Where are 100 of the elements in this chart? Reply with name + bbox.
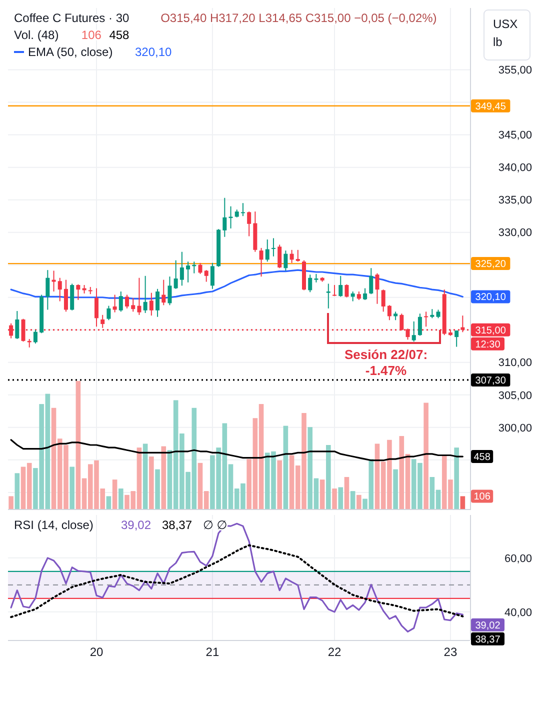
bar — [338, 487, 344, 509]
candlestick — [94, 288, 98, 328]
candlestick — [52, 270, 56, 292]
chart-title: RSI (14, close) — [14, 518, 94, 532]
candlestick — [296, 249, 300, 262]
x-tick-label: 21 — [206, 645, 220, 659]
y-tick-label: 345,00 — [498, 130, 532, 142]
candlestick — [76, 284, 80, 300]
bar — [320, 480, 325, 509]
bar — [149, 456, 154, 509]
candlestick — [332, 284, 337, 297]
candlestick — [106, 305, 111, 321]
y-tick-label: 330,00 — [498, 227, 532, 240]
candlestick — [344, 284, 349, 298]
candlestick — [33, 329, 38, 344]
annotation: Sesión 22/07: -1.47% — [344, 347, 428, 378]
bar — [454, 448, 459, 509]
candlestick — [162, 279, 166, 306]
bar — [332, 488, 337, 509]
ref-line-label: 349,45 — [475, 101, 506, 112]
candlestick — [259, 247, 264, 278]
candlestick — [430, 308, 434, 319]
bar — [112, 480, 118, 509]
candlestick — [350, 291, 355, 302]
data-label: 39,02 — [475, 620, 501, 632]
bar — [350, 491, 356, 509]
text: 458 — [474, 452, 491, 464]
y-tick-label: 305,00 — [498, 390, 532, 402]
bar — [70, 466, 74, 509]
y-tick-label: 300,00 — [498, 422, 532, 434]
candlestick — [222, 197, 227, 238]
y-axis-title: USX lb — [493, 17, 522, 49]
chart-subtitle: O315,40 H317,20 L314,65 C315,00 −0,05 (−0,02%) — [160, 11, 437, 25]
y-tick-label: 310,00 — [498, 357, 532, 370]
bar — [161, 446, 166, 509]
candlestick — [15, 310, 20, 340]
candlestick — [308, 274, 312, 293]
y-tick-label: 60,00 — [504, 552, 532, 565]
ref-line-label: 307,30 — [475, 375, 506, 386]
candlestick — [137, 277, 142, 316]
candlestick — [284, 250, 288, 272]
bar — [277, 460, 282, 509]
candlestick — [454, 330, 459, 348]
candlestick — [168, 276, 172, 306]
ref-line-label: 315,00 — [475, 325, 506, 336]
candlestick — [228, 206, 233, 229]
candlestick — [369, 268, 374, 295]
candlestick — [143, 275, 148, 314]
candlestick — [180, 251, 184, 286]
text: 106 — [474, 492, 491, 503]
candlestick — [381, 289, 386, 312]
candlestick — [326, 283, 330, 309]
bar — [8, 496, 14, 509]
bar — [326, 445, 331, 509]
text: 320,10 — [135, 45, 172, 59]
candlestick — [338, 275, 343, 298]
candlestick — [198, 262, 202, 274]
candlestick — [174, 260, 178, 290]
candlestick — [156, 288, 160, 318]
candlestick — [112, 294, 117, 313]
y-tick-label: 335,00 — [498, 194, 532, 207]
candlestick — [58, 277, 62, 302]
candlestick — [204, 270, 208, 282]
text: 458 — [109, 28, 130, 42]
candlestick — [271, 238, 276, 257]
candlestick — [387, 304, 392, 321]
bar — [460, 496, 466, 509]
candlestick — [424, 311, 428, 328]
text: 106 — [81, 28, 102, 42]
candlestick — [412, 320, 416, 342]
candlestick — [363, 288, 368, 300]
y-tick-label: 355,00 — [498, 64, 532, 77]
bar — [356, 494, 362, 509]
legend-label: EMA (50, close) — [28, 45, 113, 59]
annotation: ∅ ∅ — [203, 518, 228, 532]
y-tick-label: 40,00 — [504, 606, 532, 619]
bar — [118, 488, 124, 509]
candlestick — [118, 291, 123, 312]
candlestick — [265, 238, 270, 262]
x-tick-label: 22 — [328, 645, 342, 659]
bar — [14, 473, 20, 509]
x-tick-label: 20 — [90, 645, 104, 659]
text: 38,37 — [162, 518, 192, 532]
candlestick — [418, 313, 422, 336]
bar — [106, 496, 112, 509]
text: 12:30 — [475, 339, 501, 350]
bar — [393, 469, 398, 509]
candlestick — [186, 261, 190, 283]
candlestick — [375, 272, 380, 304]
y-tick-label: 340,00 — [498, 162, 532, 174]
candlestick — [46, 270, 50, 310]
candlestick — [290, 249, 294, 264]
chart-title: Coffee C Futures · 30 — [14, 11, 130, 25]
line-series — [10, 544, 464, 618]
bar — [424, 402, 428, 509]
data-label: 320,10 — [475, 292, 506, 304]
ref-line-label: 325,20 — [475, 259, 506, 270]
x-tick-label: 23 — [444, 645, 458, 659]
candlestick — [131, 298, 136, 312]
bar — [142, 444, 148, 509]
